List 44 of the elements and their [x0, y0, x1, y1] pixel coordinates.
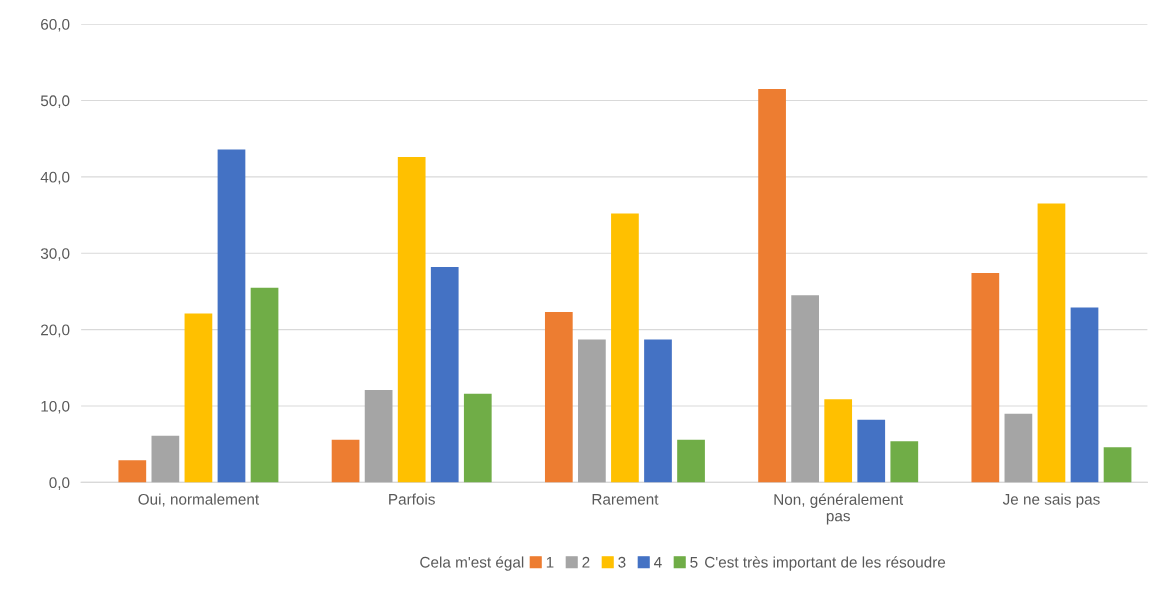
x-tick-label: Je ne sais pas [1002, 493, 1100, 508]
bar [578, 339, 606, 483]
bar [544, 312, 573, 483]
bar [1037, 203, 1066, 483]
bar [1070, 307, 1099, 483]
bar [331, 439, 360, 483]
bar [644, 339, 672, 483]
legend-label: 4 [654, 557, 662, 568]
bar [971, 273, 1000, 483]
bar [611, 213, 639, 483]
legend-title: Cela m'est égal [420, 556, 524, 571]
y-tick-label: 30,0 [40, 248, 70, 261]
bar [677, 439, 705, 483]
y-tick-label: 60,0 [41, 18, 70, 32]
bar [397, 157, 426, 483]
text: C'est très important de les résoudre [705, 556, 946, 571]
bar [151, 435, 180, 483]
bar [463, 393, 492, 483]
x-tick-label: Rarement [592, 494, 659, 505]
bar [824, 399, 853, 483]
bar [1004, 413, 1033, 483]
bar [791, 295, 819, 483]
bar [857, 419, 886, 483]
legend-label: 3 [618, 556, 626, 568]
y-tick-label: 20,0 [41, 324, 70, 338]
x-tick-label: Oui, normalement [138, 493, 260, 507]
bar [250, 287, 279, 483]
y-tick-label: 10,0 [41, 400, 70, 414]
bar [758, 89, 786, 483]
y-tick-label: 0,0 [49, 477, 70, 490]
bar [430, 267, 459, 483]
y-tick-label: 50,0 [40, 95, 70, 108]
bar [184, 313, 213, 483]
legend-label: 5 [690, 557, 698, 568]
bar [217, 149, 246, 483]
x-tick-label: Parfois [389, 493, 435, 505]
legend-label: 1 [546, 557, 554, 568]
bar [1103, 447, 1132, 483]
legend-label: 2 [582, 556, 590, 568]
y-tick-label: 40,0 [40, 171, 70, 185]
bar [118, 460, 147, 483]
bar [890, 441, 919, 483]
bar [364, 389, 393, 483]
x-tick-label: Non, généralement pas [774, 493, 904, 525]
